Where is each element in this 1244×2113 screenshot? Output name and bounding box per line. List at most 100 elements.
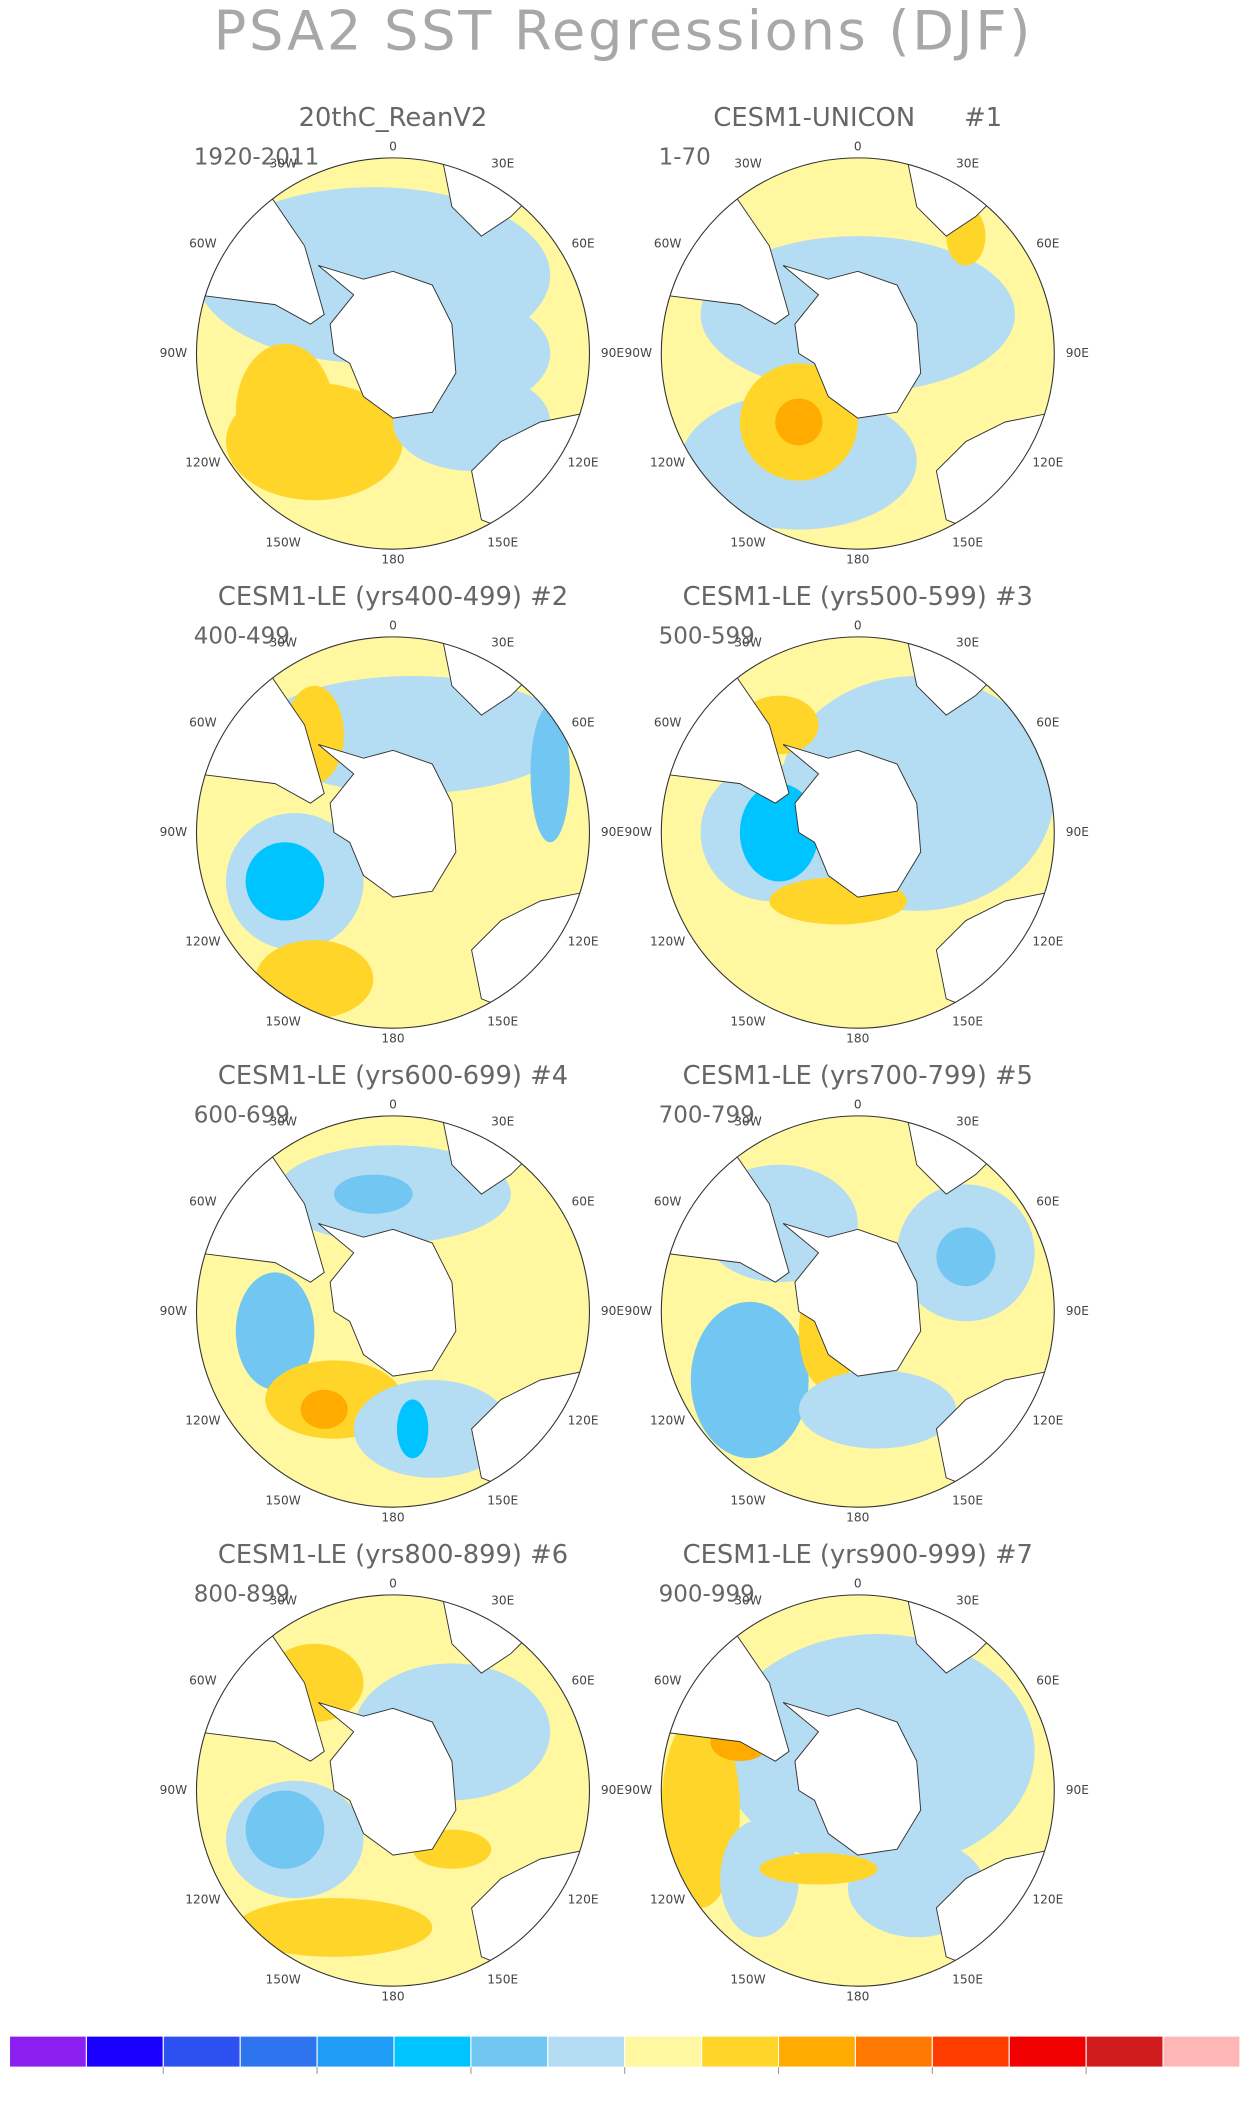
longitude-label: 150W [730, 1972, 765, 1986]
map-panel: CESM1-LE (yrs500-599) #3 500-599 0 30E 60E 90… [624, 582, 1088, 1045]
map-panel: CESM1-LE (yrs400-499) #2 400-499 0 30E 60E 90… [160, 582, 624, 1045]
longitude-label: 0 [389, 140, 397, 154]
colorbar-box [470, 2035, 549, 2068]
longitude-label: 150W [266, 1972, 301, 1986]
contour-region [775, 398, 823, 446]
contour-region [798, 1370, 957, 1449]
panel-title: CESM1-UNICON #1 [713, 103, 1002, 133]
colorbar-label: 0 [612, 2105, 638, 2113]
contour-region [690, 1301, 809, 1459]
longitude-label: 0 [854, 140, 862, 154]
map-panel: CESM1-LE (yrs800-899) #6 800-899 0 30E 60E 90… [160, 1540, 624, 2003]
longitude-label: 60E [1036, 237, 1059, 251]
map-border [195, 1115, 591, 1508]
longitude-label: 90E [601, 825, 624, 839]
antarctica [318, 265, 457, 419]
longitude-label: 120W [185, 1413, 220, 1427]
longitude-label: 60E [1036, 716, 1059, 730]
map-field [661, 157, 1055, 550]
panel-period: 400-499 [194, 623, 290, 649]
panel-title: CESM1-LE (yrs500-599) #3 [683, 582, 1033, 612]
contour-region [235, 1272, 315, 1390]
longitude-label: 120W [650, 934, 685, 948]
longitude-label: 150W [730, 1014, 765, 1028]
longitude-label: 60W [189, 237, 217, 251]
longitude-label: 180 [846, 1510, 869, 1524]
longitude-label: 30W [269, 636, 297, 650]
longitude-label: 180 [846, 552, 869, 566]
longitude-label: 30W [734, 157, 762, 171]
longitude-label: 60W [654, 1195, 682, 1209]
longitude-label: 120E [1032, 1413, 1063, 1427]
panel-title: 20thC_ReanV2 [299, 103, 488, 133]
antarctica [782, 265, 922, 419]
longitude-label: 30W [269, 157, 297, 171]
longitude-label: 150W [266, 1493, 301, 1507]
antarctica [318, 1702, 457, 1856]
colorbar-box [8, 2035, 87, 2068]
longitude-label: 90E [1066, 1783, 1089, 1797]
longitude-label: 150E [952, 535, 983, 549]
panel-title: CESM1-LE (yrs900-999) #7 [683, 1540, 1033, 1570]
antarctica [318, 744, 457, 898]
antarctica [782, 1223, 922, 1377]
colorbar-box [85, 2035, 164, 2068]
panel-title: CESM1-LE (yrs700-799) #5 [683, 1061, 1033, 1091]
longitude-label: 0 [389, 619, 397, 633]
longitude-label: 120W [650, 455, 685, 469]
colorbar-box [624, 2035, 703, 2068]
longitude-label: 60W [189, 1195, 217, 1209]
longitude-label: 180 [846, 1989, 869, 2003]
longitude-label: 90W [160, 825, 188, 839]
antarctica [782, 744, 922, 898]
longitude-label: 90E [601, 346, 624, 360]
longitude-label: 150W [266, 1014, 301, 1028]
contour-region [235, 1898, 433, 1957]
longitude-label: 90W [160, 346, 188, 360]
longitude-label: 60E [571, 237, 594, 251]
map-panel: CESM1-LE (yrs900-999) #7 900-999 0 30E 60E 90… [624, 1540, 1088, 2003]
longitude-label: 60E [1036, 1674, 1059, 1688]
longitude-label: 120W [185, 1892, 220, 1906]
contour-region [661, 1712, 740, 1908]
longitude-label: 180 [381, 1031, 404, 1045]
longitude-label: 30W [734, 1594, 762, 1608]
longitude-label: 120W [185, 455, 220, 469]
map-panel: CESM1-LE (yrs700-799) #5 700-799 0 30E 60E 90… [624, 1061, 1088, 1524]
longitude-label: 30W [734, 636, 762, 650]
longitude-label: 30E [491, 1594, 514, 1608]
colorbar-box [1008, 2035, 1087, 2068]
longitude-label: 150E [487, 1493, 518, 1507]
panel-period: 500-599 [659, 623, 755, 649]
longitude-label: 0 [389, 1098, 397, 1112]
longitude-label: 150W [730, 535, 765, 549]
longitude-label: 90W [624, 825, 652, 839]
longitude-label: 120W [650, 1892, 685, 1906]
longitude-label: 180 [846, 1031, 869, 1045]
longitude-label: 180 [381, 1989, 404, 2003]
longitude-label: 30W [269, 1115, 297, 1129]
panel-period: 700-799 [659, 1102, 755, 1128]
colorbar-box [162, 2035, 241, 2068]
colorbar-label: -0.6 [277, 2105, 356, 2113]
map-field [661, 1115, 1055, 1508]
panel-period: 900-999 [659, 1581, 755, 1607]
colorbar-label: 0.3 [746, 2105, 811, 2113]
longitude-label: 150E [487, 535, 518, 549]
colorbar-box [547, 2035, 626, 2068]
longitude-label: 120E [568, 1413, 599, 1427]
longitude-label: 150W [730, 1493, 765, 1507]
longitude-label: 0 [854, 1577, 862, 1591]
longitude-label: 30E [491, 1115, 514, 1129]
contour-region [936, 1227, 996, 1287]
longitude-label: 150E [952, 1972, 983, 1986]
colorbar-box [777, 2035, 856, 2068]
longitude-label: 120E [1032, 934, 1063, 948]
colorbar-box [239, 2035, 318, 2068]
longitude-label: 60W [189, 1674, 217, 1688]
colorbar-box [701, 2035, 780, 2068]
map-field [196, 1115, 590, 1508]
contour-region [396, 1399, 429, 1459]
